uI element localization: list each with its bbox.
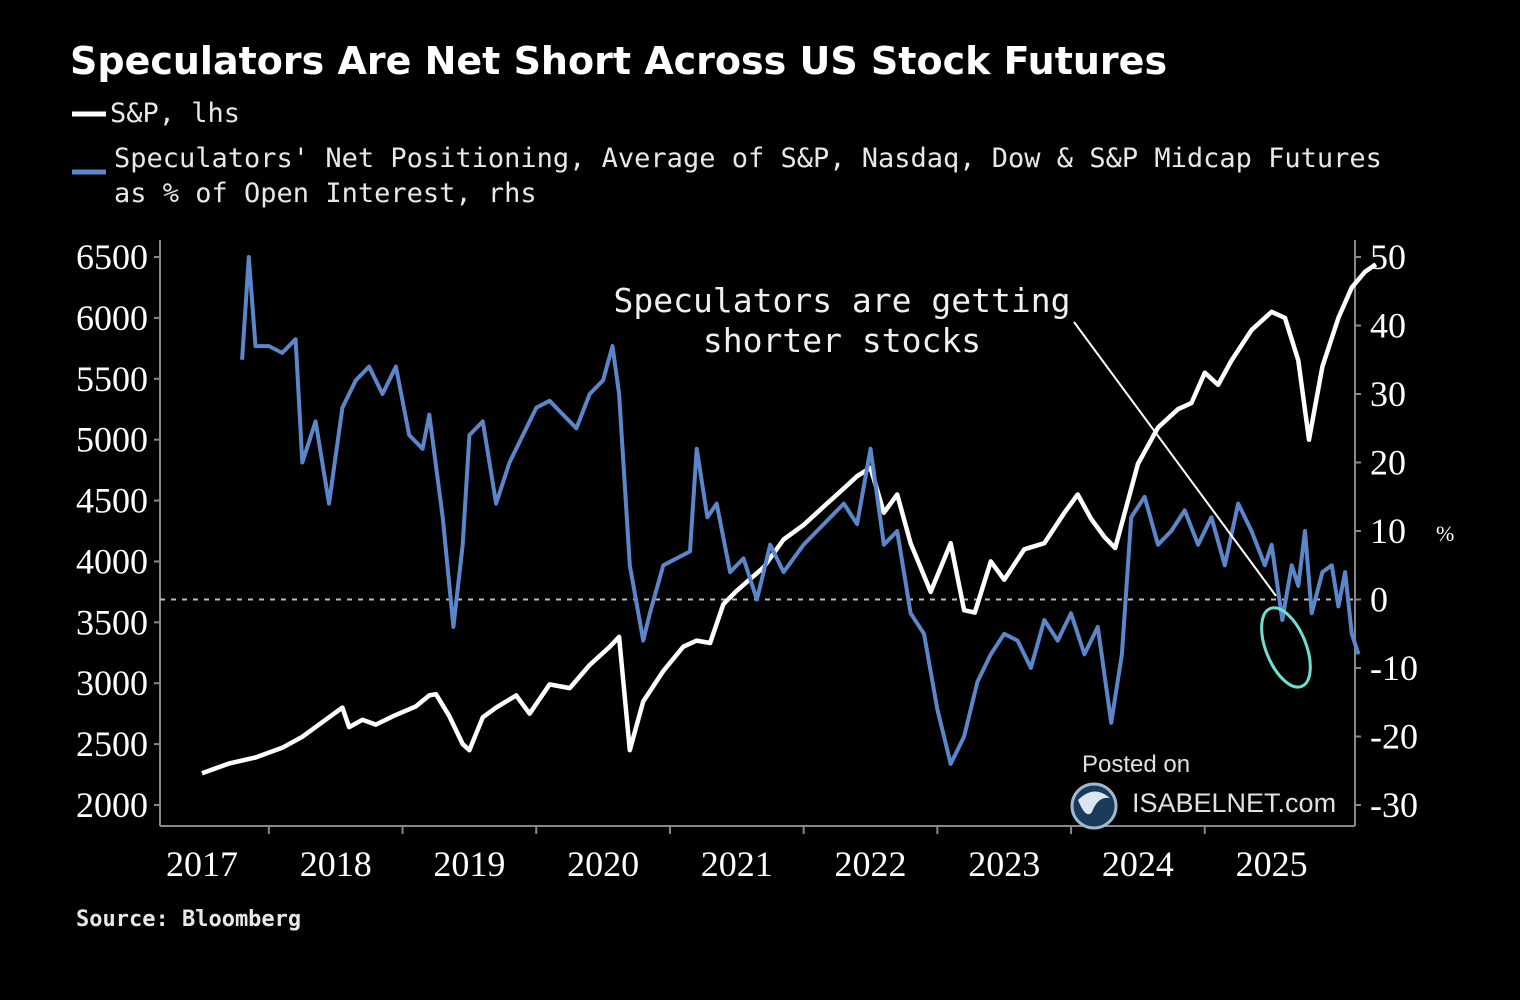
left-tick-label: 2000 [76,785,148,825]
right-tick-label: 30 [1370,374,1406,414]
right-tick-label: -30 [1370,785,1418,825]
x-tick-label: 2019 [433,844,505,884]
x-tick-label: 2025 [1236,844,1308,884]
sp-index-line [201,262,1378,776]
x-tick-label: 2020 [567,844,639,884]
x-tick-label: 2018 [300,844,372,884]
left-tick-label: 6000 [76,298,148,338]
legend-label-speculators-line2: as % of Open Interest, rhs [114,178,537,209]
left-tick-label: 5000 [76,420,148,460]
right-tick-label: -20 [1370,717,1418,757]
source-note: Source: Bloomberg [76,907,301,932]
legend-label-sp: S&P, lhs [110,98,240,129]
right-tick-label: 10 [1370,511,1406,551]
x-tick-label: 2023 [968,844,1040,884]
watermark-posted-on: Posted on [1082,751,1190,778]
annotation-line1: Speculators are getting [614,281,1071,320]
watermark: Posted on ISABELNET.com [1070,751,1336,830]
left-tick-label: 2500 [76,724,148,764]
right-tick-label: 50 [1370,237,1406,277]
x-tick-label: 2024 [1102,844,1174,884]
right-tick-label: -10 [1370,648,1418,688]
left-tick-label: 6500 [76,237,148,277]
left-tick-label: 3500 [76,602,148,642]
left-tick-label: 4000 [76,541,148,581]
x-tick-label: 2017 [166,844,238,884]
highlight-ellipse [1260,606,1312,689]
right-tick-label: 40 [1370,306,1406,346]
isabelnet-logo-icon [1070,782,1118,830]
left-tick-label: 3000 [76,663,148,703]
chart-title: Speculators Are Net Short Across US Stoc… [70,39,1167,83]
watermark-isabelnet: ISABELNET.com [1132,788,1336,818]
annotation-line2: shorter stocks [703,321,981,360]
annotation-arrow [1073,321,1277,597]
right-axis-unit: % [1436,521,1454,546]
legend-label-speculators-line1: Speculators' Net Positioning, Average of… [114,143,1382,174]
left-tick-label: 5500 [76,359,148,399]
plot-area: 6500 6000 5500 5000 4500 4000 3500 3000 2500 2000… [76,237,1454,884]
right-tick-label: 0 [1370,580,1388,620]
right-tick-label: 20 [1370,443,1406,483]
speculators-positioning-line [240,255,1361,766]
x-tick-label: 2022 [835,844,907,884]
left-tick-label: 4500 [76,481,148,521]
x-tick-label: 2021 [701,844,773,884]
